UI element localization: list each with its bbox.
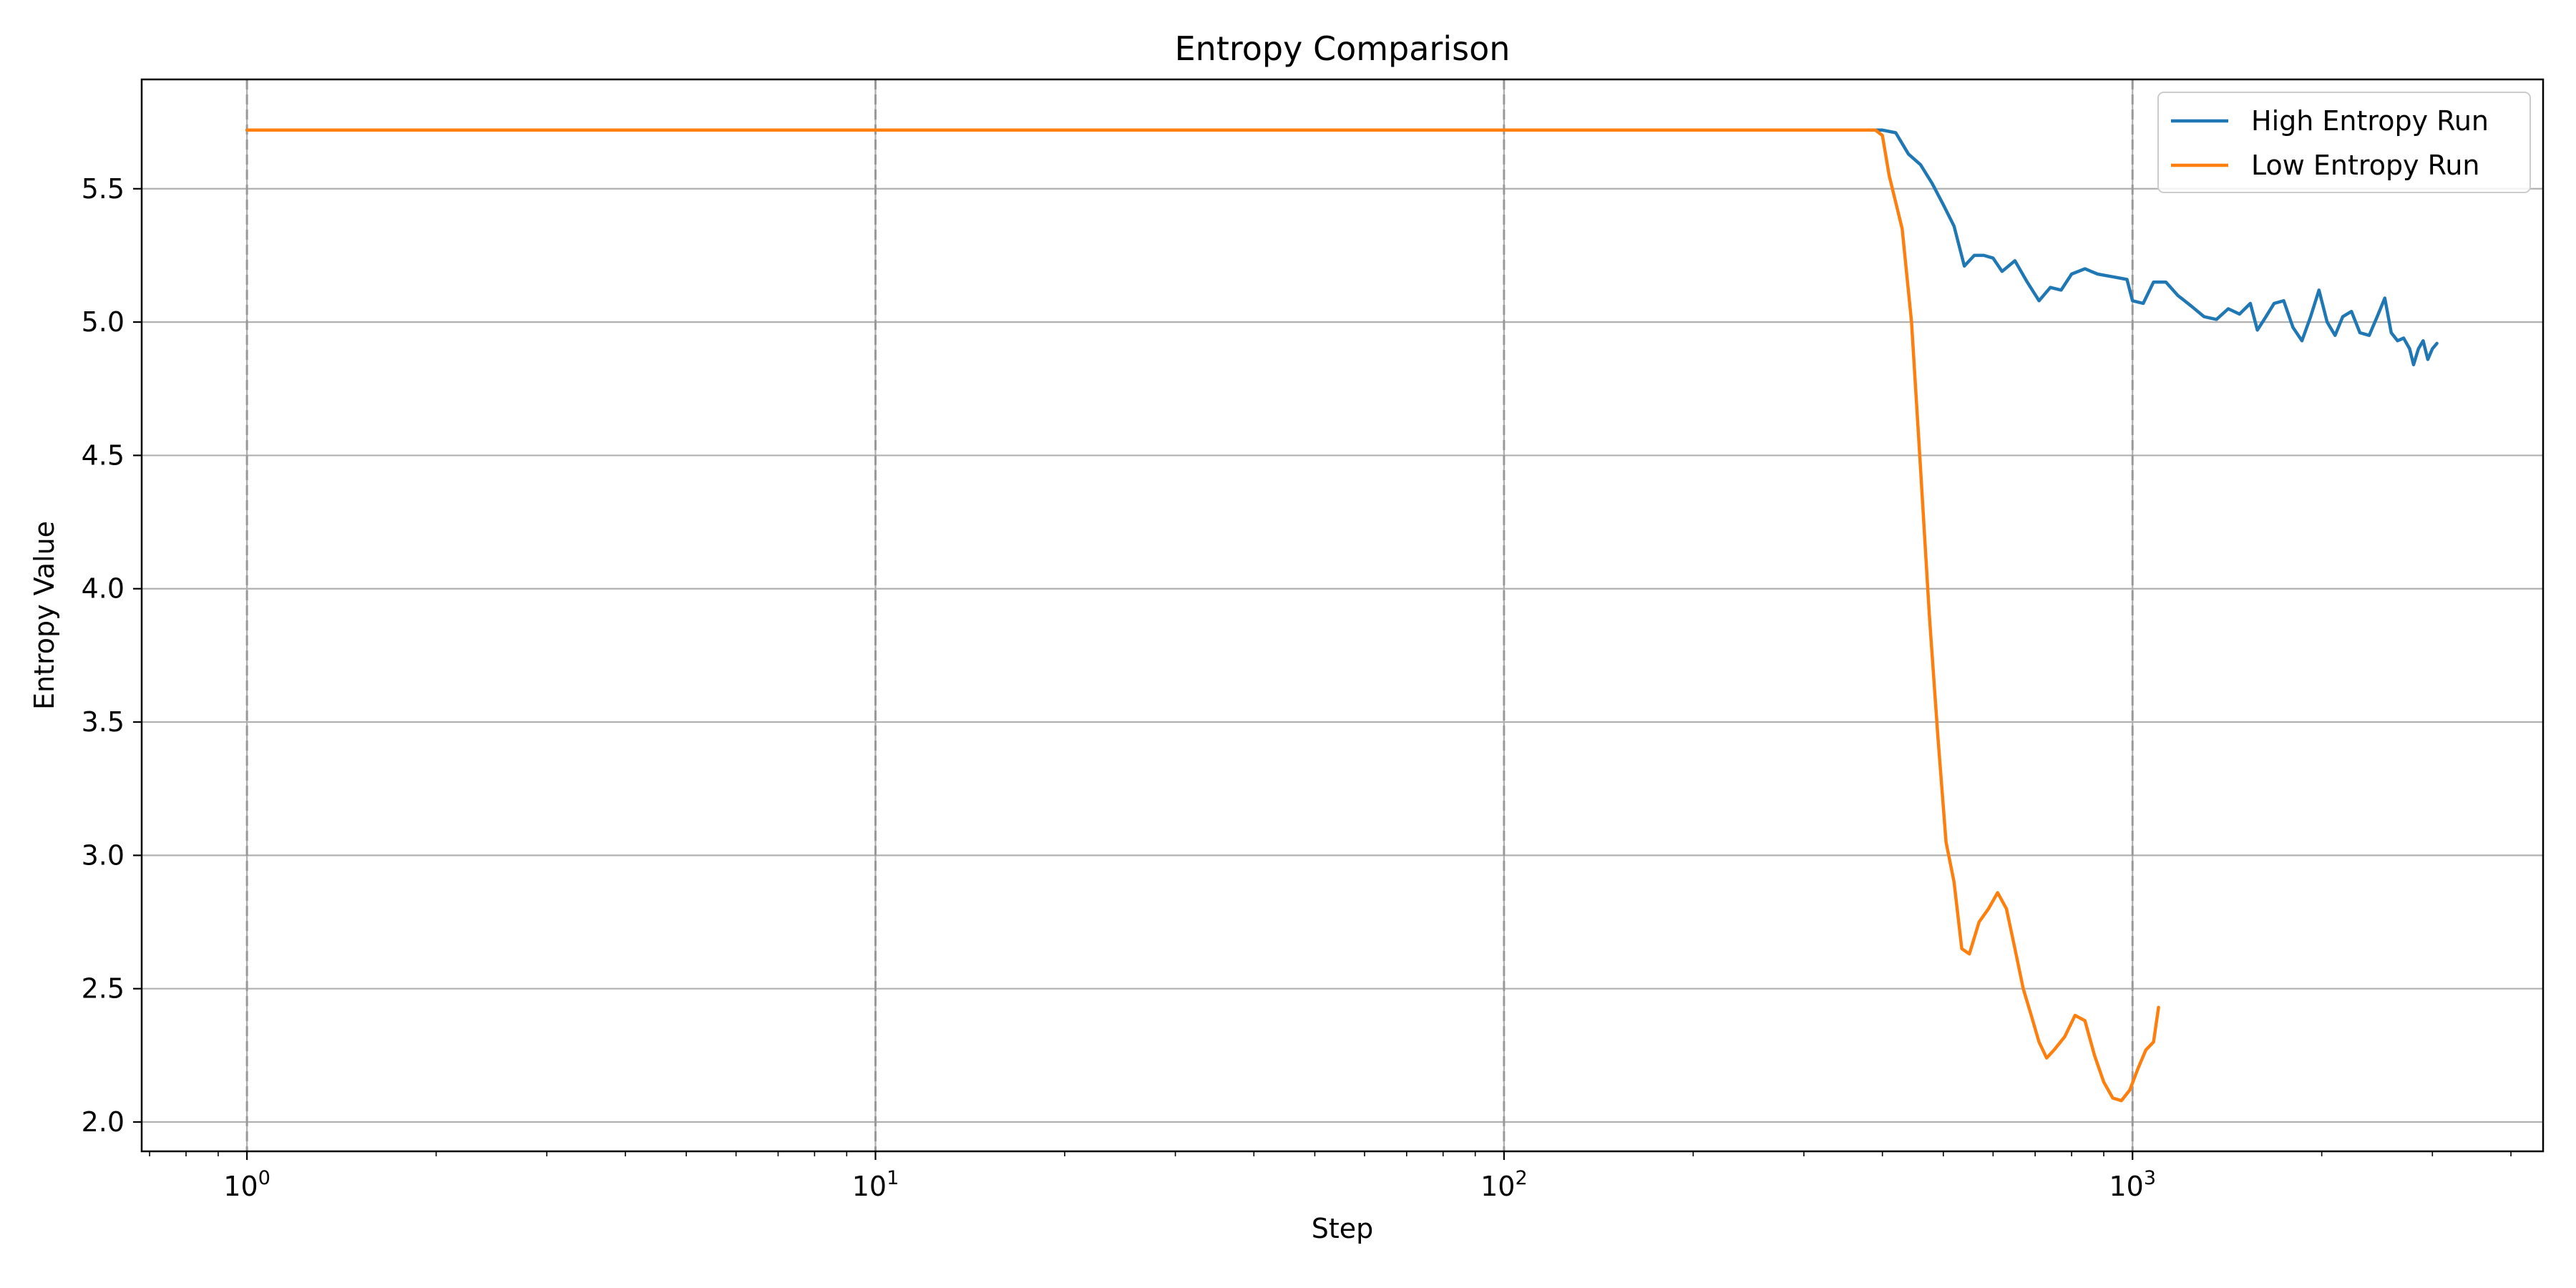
series-line-0 — [245, 128, 2439, 366]
y-tick-label: 3.0 — [82, 839, 125, 871]
x-tick-label: 100 — [223, 1167, 270, 1202]
series-layer — [245, 128, 2439, 1103]
y-axis-title: Entropy Value — [29, 521, 60, 710]
grid-layer — [142, 79, 2543, 1151]
y-tick-label: 5.0 — [82, 306, 125, 338]
legend-label: High Entropy Run — [2251, 105, 2489, 137]
plot-area-frame — [140, 78, 2545, 1153]
y-tick-label: 4.5 — [82, 439, 125, 471]
chart-title: Entropy Comparison — [1175, 29, 1511, 68]
legend-label: Low Entropy Run — [2251, 150, 2480, 181]
legend: High Entropy Run Low Entropy Run — [2157, 92, 2531, 193]
series-line-1 — [245, 128, 2160, 1103]
y-tick-label: 3.5 — [82, 706, 125, 738]
legend-box — [2157, 92, 2531, 193]
y-tick-label: 2.0 — [82, 1106, 125, 1138]
y-tick-label: 5.5 — [82, 173, 125, 205]
x-axis-title: Step — [1312, 1213, 1374, 1244]
x-tick-label: 102 — [1480, 1167, 1528, 1202]
x-tick-label: 103 — [2109, 1167, 2156, 1202]
y-tick-label: 4.0 — [82, 573, 125, 605]
y-tick-label: 2.5 — [82, 973, 125, 1005]
x-tick-label: 101 — [852, 1167, 899, 1202]
axis-layer: 2.0 2.5 3.0 3.5 4.0 4.5 5.0 5.5 100 101 102 103 — [82, 173, 2512, 1202]
